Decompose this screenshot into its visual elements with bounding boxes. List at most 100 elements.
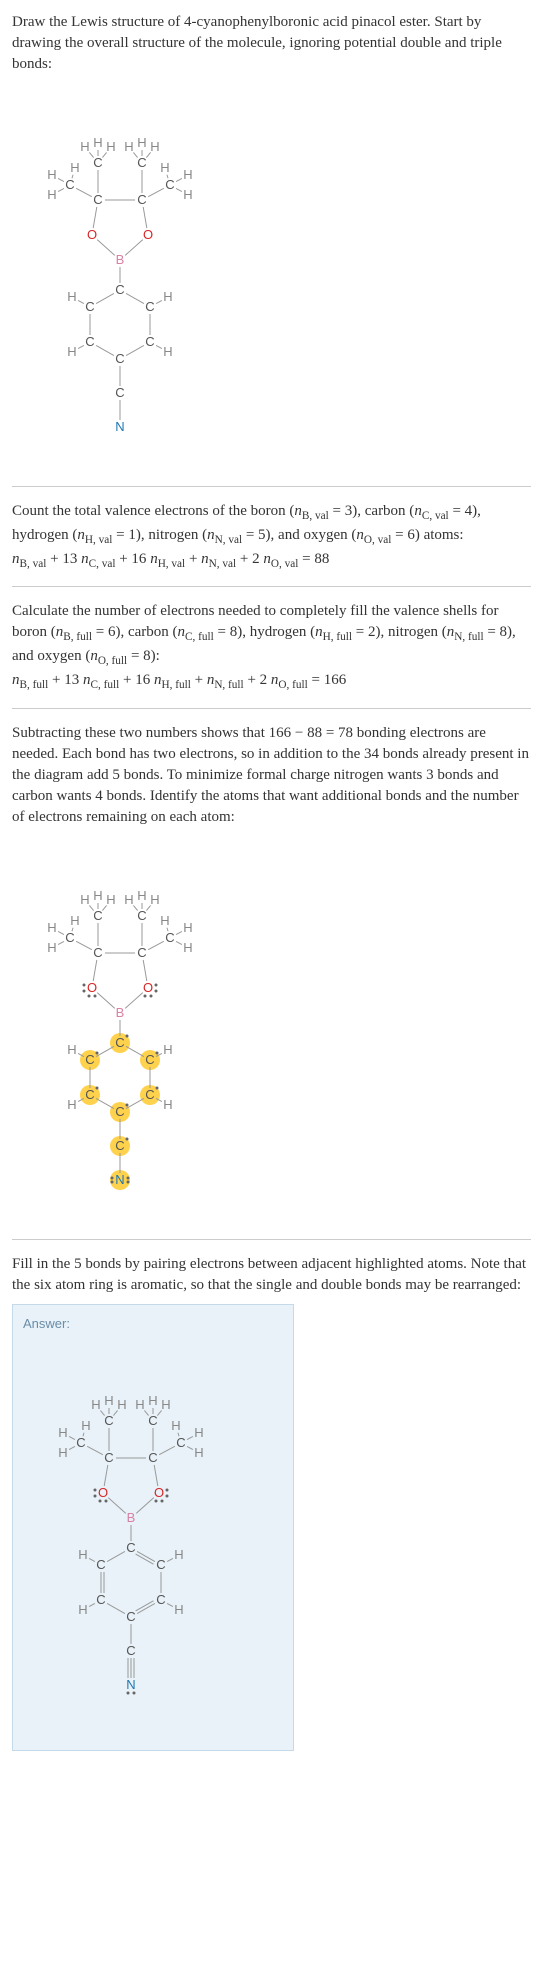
svg-text:C: C	[126, 1540, 135, 1555]
svg-text:O: O	[143, 227, 153, 242]
svg-text:H: H	[47, 167, 56, 182]
svg-text:H: H	[124, 892, 133, 907]
svg-text:B: B	[127, 1510, 136, 1525]
svg-text:H: H	[80, 892, 89, 907]
svg-text:H: H	[135, 1397, 144, 1412]
svg-text:C: C	[176, 1435, 185, 1450]
svg-text:H: H	[194, 1445, 203, 1460]
svg-text:H: H	[67, 344, 76, 359]
svg-text:H: H	[150, 139, 159, 154]
svg-text:H: H	[81, 1418, 90, 1433]
svg-text:C: C	[93, 155, 102, 170]
svg-text:C: C	[115, 1035, 124, 1050]
svg-text:C: C	[115, 1138, 124, 1153]
diagram-2: CCOOBCCCCHHHHHHHHHHHHCCCCCCHHHHCN	[20, 838, 531, 1225]
svg-text:C: C	[76, 1435, 85, 1450]
svg-text:C: C	[145, 1052, 154, 1067]
svg-text:C: C	[115, 1104, 124, 1119]
svg-text:H: H	[78, 1547, 87, 1562]
svg-text:C: C	[126, 1609, 135, 1624]
svg-text:H: H	[137, 888, 146, 903]
svg-text:H: H	[124, 139, 133, 154]
svg-text:H: H	[117, 1397, 126, 1412]
svg-text:C: C	[104, 1413, 113, 1428]
svg-text:C: C	[126, 1643, 135, 1658]
svg-text:C: C	[165, 177, 174, 192]
svg-text:B: B	[116, 252, 125, 267]
svg-text:H: H	[183, 187, 192, 202]
molecule-svg: CCOOBCCCCHHHHHHHHHHHHCCCCCCHHHHCN	[20, 85, 220, 465]
svg-text:C: C	[156, 1557, 165, 1572]
svg-text:C: C	[148, 1450, 157, 1465]
svg-text:C: C	[85, 299, 94, 314]
svg-text:C: C	[104, 1450, 113, 1465]
svg-text:H: H	[70, 913, 79, 928]
molecule-svg: CCOOBCCCCHHHHHHHHHHHHCCCCCCHHHHCN	[31, 1343, 231, 1723]
svg-text:O: O	[87, 227, 97, 242]
svg-text:H: H	[78, 1602, 87, 1617]
svg-text:H: H	[194, 1425, 203, 1440]
valence-text: Count the total valence electrons of the…	[12, 501, 531, 572]
divider	[12, 486, 531, 487]
svg-text:O: O	[98, 1485, 108, 1500]
divider	[12, 708, 531, 709]
svg-text:C: C	[165, 930, 174, 945]
svg-text:C: C	[93, 908, 102, 923]
svg-text:C: C	[137, 945, 146, 960]
svg-text:C: C	[96, 1557, 105, 1572]
svg-text:H: H	[137, 135, 146, 150]
full-text: Calculate the number of electrons needed…	[12, 601, 531, 693]
svg-text:H: H	[58, 1445, 67, 1460]
svg-text:H: H	[47, 187, 56, 202]
svg-text:H: H	[47, 920, 56, 935]
svg-text:C: C	[93, 192, 102, 207]
svg-text:C: C	[115, 351, 124, 366]
divider	[12, 1239, 531, 1240]
svg-text:O: O	[87, 980, 97, 995]
svg-text:C: C	[115, 282, 124, 297]
svg-text:H: H	[93, 888, 102, 903]
svg-text:H: H	[163, 344, 172, 359]
answer-label: Answer:	[23, 1315, 283, 1333]
svg-text:H: H	[106, 892, 115, 907]
svg-text:N: N	[126, 1677, 135, 1692]
svg-text:H: H	[80, 139, 89, 154]
svg-text:H: H	[104, 1393, 113, 1408]
fill-text: Fill in the 5 bonds by pairing electrons…	[12, 1254, 531, 1296]
svg-text:H: H	[163, 1042, 172, 1057]
svg-text:H: H	[163, 289, 172, 304]
svg-text:H: H	[67, 289, 76, 304]
svg-text:H: H	[174, 1602, 183, 1617]
svg-text:H: H	[160, 913, 169, 928]
svg-text:H: H	[67, 1097, 76, 1112]
svg-text:C: C	[85, 1052, 94, 1067]
svg-text:H: H	[67, 1042, 76, 1057]
svg-text:C: C	[148, 1413, 157, 1428]
svg-text:C: C	[96, 1592, 105, 1607]
svg-text:H: H	[171, 1418, 180, 1433]
svg-text:H: H	[91, 1397, 100, 1412]
svg-text:H: H	[93, 135, 102, 150]
svg-text:C: C	[65, 930, 74, 945]
molecule-svg: CCOOBCCCCHHHHHHHHHHHHCCCCCCHHHHCN	[20, 838, 220, 1218]
svg-text:H: H	[163, 1097, 172, 1112]
svg-text:C: C	[115, 385, 124, 400]
svg-text:C: C	[137, 908, 146, 923]
svg-text:C: C	[145, 299, 154, 314]
svg-text:C: C	[145, 334, 154, 349]
svg-text:C: C	[65, 177, 74, 192]
svg-text:H: H	[160, 160, 169, 175]
diagram-1: CCOOBCCCCHHHHHHHHHHHHCCCCCCHHHHCN	[20, 85, 531, 472]
svg-text:H: H	[58, 1425, 67, 1440]
svg-text:H: H	[183, 920, 192, 935]
svg-text:H: H	[106, 139, 115, 154]
svg-text:H: H	[161, 1397, 170, 1412]
svg-text:O: O	[143, 980, 153, 995]
svg-text:B: B	[116, 1005, 125, 1020]
svg-text:C: C	[93, 945, 102, 960]
svg-text:H: H	[148, 1393, 157, 1408]
svg-text:C: C	[145, 1087, 154, 1102]
svg-text:O: O	[154, 1485, 164, 1500]
svg-text:C: C	[85, 334, 94, 349]
intro-text: Draw the Lewis structure of 4-cyanopheny…	[12, 12, 531, 75]
